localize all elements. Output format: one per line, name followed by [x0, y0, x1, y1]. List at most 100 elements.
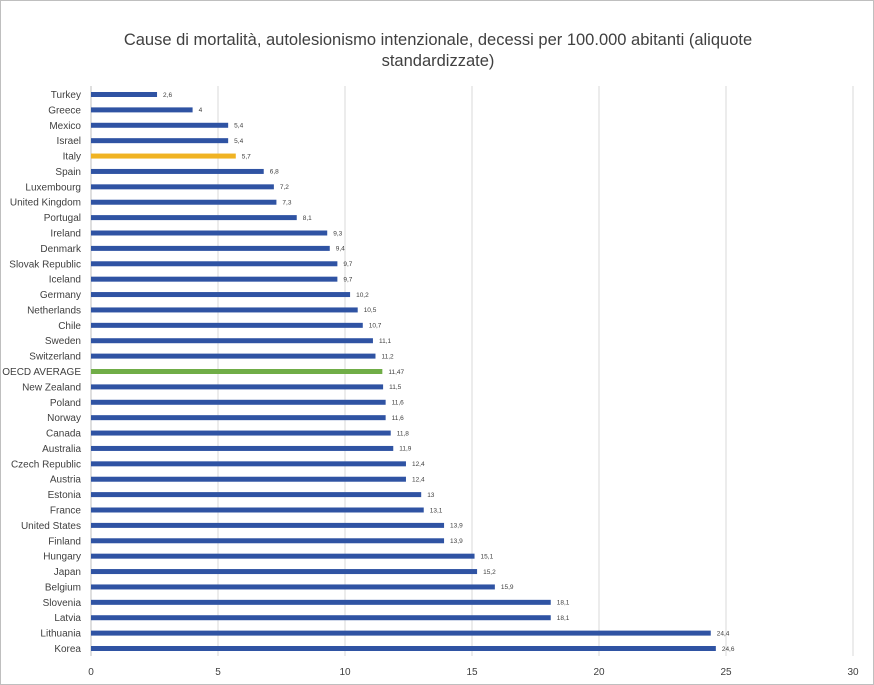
data-label: 9,3	[333, 230, 342, 237]
x-tick-label: 5	[215, 667, 221, 678]
bar	[91, 630, 711, 636]
x-tick-label: 15	[466, 667, 478, 678]
data-label: 13	[427, 492, 435, 499]
category-label: Japan	[54, 567, 81, 578]
data-label: 7,3	[282, 200, 291, 207]
bar	[91, 338, 373, 344]
bar	[91, 122, 229, 128]
bar	[91, 646, 716, 651]
category-label: Belgium	[45, 582, 81, 593]
bar	[91, 615, 551, 621]
data-label: 9,7	[343, 261, 352, 268]
data-label: 18,1	[557, 615, 570, 622]
category-label: Latvia	[54, 613, 81, 624]
category-label: Slovak Republic	[9, 259, 81, 270]
data-label: 18,1	[557, 600, 570, 607]
data-label: 2,6	[163, 92, 172, 99]
category-label: United Kingdom	[10, 198, 81, 209]
category-label: Finland	[48, 536, 81, 547]
bar	[91, 322, 363, 328]
data-label: 7,2	[280, 184, 289, 191]
bar	[91, 107, 193, 113]
bar	[91, 276, 338, 282]
data-label: 12,4	[412, 461, 425, 468]
data-label: 5,4	[234, 123, 243, 130]
bar	[91, 415, 386, 421]
data-label: 15,1	[481, 553, 494, 560]
category-label: Turkey	[51, 90, 81, 101]
data-label: 13,9	[450, 538, 463, 545]
bar	[91, 538, 445, 544]
bar	[91, 215, 297, 221]
category-label: Canada	[46, 429, 81, 440]
category-label: Iceland	[49, 275, 81, 286]
bar	[91, 522, 445, 528]
bar	[91, 153, 236, 159]
data-label: 11,5	[389, 384, 402, 391]
x-tick-label: 30	[847, 667, 859, 678]
category-label: Korea	[54, 644, 81, 655]
data-label: 6,8	[270, 169, 279, 176]
category-label: Poland	[50, 398, 81, 409]
data-label: 11,2	[381, 353, 394, 360]
bar	[91, 399, 386, 405]
category-label: Sweden	[45, 336, 81, 347]
bar	[91, 584, 495, 590]
category-label: Estonia	[48, 490, 82, 501]
category-label: Switzerland	[29, 352, 81, 363]
data-label: 24,4	[717, 630, 730, 637]
category-label: Ireland	[50, 229, 81, 240]
x-tick-label: 20	[593, 667, 605, 678]
category-label: Hungary	[43, 552, 81, 563]
data-label: 9,4	[336, 246, 345, 253]
bar	[91, 553, 475, 559]
category-label: Italy	[63, 152, 81, 163]
data-label: 5,4	[234, 138, 243, 145]
category-label: Austria	[50, 475, 82, 486]
data-label: 10,5	[364, 307, 377, 314]
category-label: Netherlands	[27, 305, 81, 316]
data-label: 11,9	[399, 446, 412, 453]
bar	[91, 168, 264, 174]
category-label: France	[50, 506, 82, 517]
data-label: 8,1	[303, 215, 312, 222]
data-label: 11,8	[397, 430, 410, 437]
bar	[91, 599, 551, 605]
bar	[91, 476, 406, 482]
bar	[91, 353, 376, 359]
bar	[91, 384, 384, 390]
x-tick-label: 0	[88, 667, 94, 678]
data-label: 11,6	[392, 415, 405, 422]
category-label: Czech Republic	[11, 459, 81, 470]
bar	[91, 261, 338, 267]
data-label: 12,4	[412, 477, 425, 484]
bar	[91, 307, 358, 313]
category-label: Denmark	[40, 244, 82, 255]
category-label: Israel	[57, 136, 81, 147]
x-tick-label: 10	[339, 667, 351, 678]
category-label: New Zealand	[22, 382, 81, 393]
category-label: Chile	[58, 321, 81, 332]
bar	[91, 369, 383, 374]
data-label: 11,6	[392, 400, 405, 407]
data-label: 9,7	[343, 276, 352, 283]
bar	[91, 430, 391, 436]
category-label: Norway	[47, 413, 81, 424]
category-label: Slovenia	[43, 598, 82, 609]
x-tick-label: 25	[720, 667, 732, 678]
bar	[91, 492, 422, 498]
data-label: 11,47	[388, 369, 404, 376]
bar	[91, 199, 277, 205]
bar	[91, 138, 229, 144]
data-label: 5,7	[242, 153, 251, 160]
data-label: 11,1	[379, 338, 392, 345]
category-label: Lithuania	[40, 629, 81, 640]
data-label: 13,1	[430, 507, 443, 514]
category-label: Mexico	[49, 121, 81, 132]
bar	[91, 245, 330, 251]
category-label: OECD AVERAGE	[2, 367, 81, 378]
category-label: United States	[21, 521, 81, 532]
data-label: 4	[199, 107, 203, 114]
bar	[91, 461, 406, 467]
bar	[91, 507, 424, 513]
